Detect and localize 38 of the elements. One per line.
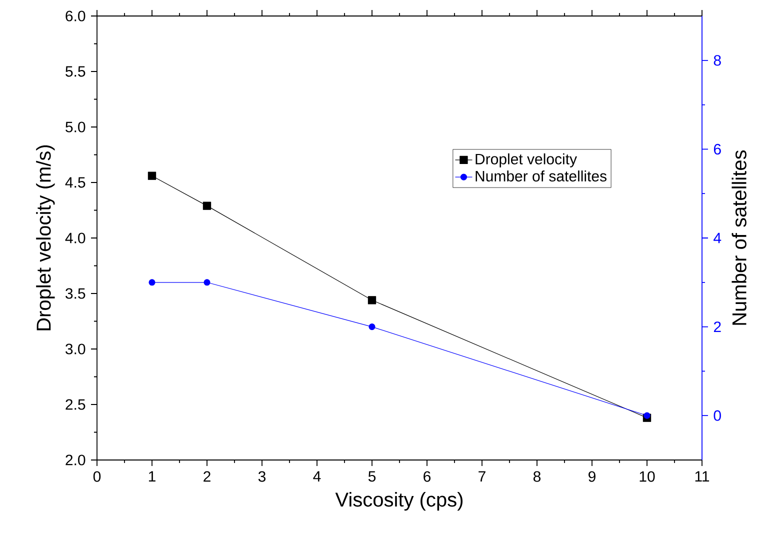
x-tick-label: 0 <box>93 471 101 482</box>
point <box>148 172 156 180</box>
point <box>202 202 212 210</box>
y-axis-title: Droplet velocity (m/s) <box>36 145 55 330</box>
y2-tick-label: 2 <box>714 322 721 332</box>
x-tick-label: 2 <box>204 471 210 482</box>
y-tick-label: 6.0 <box>66 10 86 22</box>
x-tick-label: 4 <box>313 471 321 482</box>
y2-tick-label: 8 <box>714 55 721 66</box>
y2-tick-label: 0 <box>714 410 721 421</box>
y-tick-label: 5.5 <box>66 66 86 77</box>
point <box>148 279 156 286</box>
x-tick-label: 3 <box>258 471 266 482</box>
x-tick-label: 6 <box>424 471 431 482</box>
x-tick-label: 1 <box>148 471 156 482</box>
point <box>368 296 376 304</box>
y2-axis-title: Number of satellites <box>732 150 746 325</box>
point <box>204 279 210 286</box>
y-tick-label: 5.0 <box>66 122 86 132</box>
y-tick-label: 4.5 <box>65 177 86 188</box>
y-tick-label: 3.5 <box>66 288 86 299</box>
legend-label: Number of satellites <box>476 170 606 182</box>
y-tick-label: 2.5 <box>66 399 86 410</box>
point <box>368 324 376 330</box>
legend-label: Droplet velocity <box>476 153 577 168</box>
y2-tick-label: 4 <box>714 232 722 244</box>
x-tick-label: 10 <box>640 471 655 482</box>
x-tick-label: 11 <box>695 471 710 482</box>
y-tick-label: 4.0 <box>65 232 86 244</box>
x-tick-label: 9 <box>588 471 596 482</box>
y-tick-label: 3.0 <box>66 344 86 354</box>
x-tick-label: 8 <box>533 471 541 482</box>
y2-tick-label: 6 <box>714 144 721 154</box>
x-tick-label: 5 <box>368 471 376 482</box>
x-tick-label: 7 <box>478 471 486 482</box>
x-axis-title: Viscosity (cps) <box>335 492 463 511</box>
y-tick-label: 2.0 <box>66 454 86 466</box>
point <box>644 412 650 419</box>
